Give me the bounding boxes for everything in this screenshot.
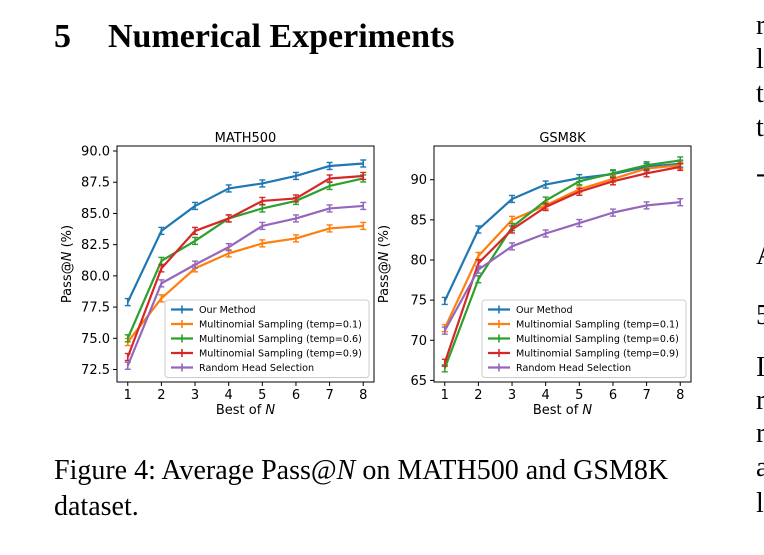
- y-tick-label: 70: [410, 334, 427, 349]
- legend-box: [481, 299, 687, 378]
- section-title: Numerical Experiments: [108, 18, 455, 55]
- legend-label: Multinomial Sampling (temp=0.6): [199, 334, 362, 345]
- series-line: [126, 177, 364, 339]
- series-line: [126, 204, 364, 367]
- legend-box: [164, 299, 370, 378]
- x-tick-label: 6: [609, 388, 617, 403]
- x-tick-label: 5: [258, 388, 266, 403]
- legend-label: Multinomial Sampling (temp=0.1): [516, 320, 679, 331]
- x-tick-label: 5: [575, 388, 583, 403]
- legend: Our Method Multinomial Sampling (temp=0.1…: [481, 299, 687, 378]
- y-tick-label: 80.0: [81, 269, 110, 284]
- x-tick-label: 1: [441, 388, 449, 403]
- x-tick-label: 7: [642, 388, 650, 403]
- series-line: [126, 224, 364, 343]
- x-tick-label: 3: [508, 388, 516, 403]
- x-tick-label: 8: [676, 388, 684, 403]
- margin-fragment: a: [756, 452, 764, 483]
- y-tick-label: 75.0: [81, 332, 110, 347]
- legend-label: Multinomial Sampling (temp=0.9): [199, 349, 362, 360]
- margin-fragment: A: [756, 240, 764, 272]
- legend: Our Method Multinomial Sampling (temp=0.1…: [164, 299, 370, 378]
- section-heading: 5 Numerical Experiments: [54, 18, 455, 56]
- plot-frame: [433, 145, 692, 383]
- legend-label: Multinomial Sampling (temp=0.1): [199, 320, 362, 331]
- series-5: [124, 201, 367, 370]
- y-tick-label: 75: [410, 294, 427, 309]
- series-line: [126, 174, 364, 358]
- legend-label: Random Head Selection: [199, 363, 314, 374]
- x-tick-label: 4: [542, 388, 550, 403]
- y-tick-label: 77.5: [81, 301, 110, 316]
- figure-4: MATH500 1 2 3 4 5 6 7 8 72.5 75.0 77.5 80.0 82.5 85.0 8…: [60, 131, 692, 418]
- figure-caption: Figure 4: Average Pass@N on MATH500 and …: [54, 453, 724, 525]
- margin-fragment: l: [756, 488, 764, 519]
- margin-fragment: r: [756, 418, 764, 449]
- margin-fragment: 5: [756, 300, 764, 331]
- margin-fragment: I: [756, 352, 764, 383]
- x-tick-label: 3: [191, 388, 199, 403]
- series-line: [443, 201, 681, 332]
- x-tick-label: 4: [225, 388, 233, 403]
- y-tick-label: 85: [410, 213, 427, 228]
- x-tick-label: 1: [124, 388, 132, 403]
- chart-title: GSM8K: [539, 131, 586, 146]
- caption-variable: N: [336, 455, 356, 486]
- y-axis-label: Pass@N (%): [60, 225, 75, 303]
- y-tick-label: 82.5: [81, 238, 110, 253]
- margin-fragment: r: [756, 385, 764, 416]
- chart-title: MATH500: [215, 131, 277, 146]
- legend-label: Random Head Selection: [516, 363, 631, 374]
- x-tick-label: 8: [359, 388, 367, 403]
- chart-panel-math500: MATH500 1 2 3 4 5 6 7 8 72.5 75.0 77.5 80.0 82.5 85.0 8…: [60, 131, 375, 418]
- margin-fragment: l: [756, 44, 764, 75]
- caption-suffix: on MATH500 and GSM8K dataset.: [54, 455, 669, 522]
- caption-prefix: Figure 4: Average Pass@: [54, 455, 337, 486]
- margin-fragment: t: [756, 112, 764, 143]
- x-tick-label: 7: [325, 388, 333, 403]
- series-5: [441, 197, 684, 335]
- x-axis-label: Best of N: [216, 403, 276, 418]
- chart-panel-gsm8k: GSM8K 1 2 3 4 5 6 7 8 65 70 75 80 85 90 Best of N Pass@N…: [377, 131, 692, 418]
- y-tick-label: 90: [410, 173, 427, 188]
- legend-label: Multinomial Sampling (temp=0.9): [516, 349, 679, 360]
- series-line: [443, 164, 681, 329]
- y-axis-label: Pass@N (%): [377, 225, 392, 303]
- series-line: [126, 162, 364, 303]
- plot-frame: [116, 145, 375, 383]
- legend-label: Our Method: [516, 305, 573, 316]
- x-tick-label: 2: [157, 388, 165, 403]
- x-tick-label: 2: [474, 388, 482, 403]
- margin-fragment: r: [756, 10, 764, 41]
- series-line: [443, 162, 681, 302]
- x-axis-label: Best of N: [533, 403, 593, 418]
- series-4: [124, 171, 367, 362]
- x-tick-label: 6: [292, 388, 300, 403]
- series-line: [443, 159, 681, 369]
- y-tick-label: 90.0: [81, 144, 110, 159]
- legend-label: Our Method: [199, 305, 256, 316]
- series-line: [443, 165, 681, 364]
- margin-fragment: -: [756, 158, 764, 190]
- legend-label: Multinomial Sampling (temp=0.6): [516, 334, 679, 345]
- section-number: 5: [54, 18, 71, 55]
- y-tick-label: 80: [410, 253, 427, 268]
- margin-fragment: t: [756, 78, 764, 109]
- series-1: [124, 159, 367, 307]
- y-tick-label: 87.5: [81, 176, 110, 191]
- y-tick-label: 72.5: [81, 363, 110, 378]
- y-tick-label: 85.0: [81, 207, 110, 222]
- y-tick-label: 65: [410, 374, 427, 389]
